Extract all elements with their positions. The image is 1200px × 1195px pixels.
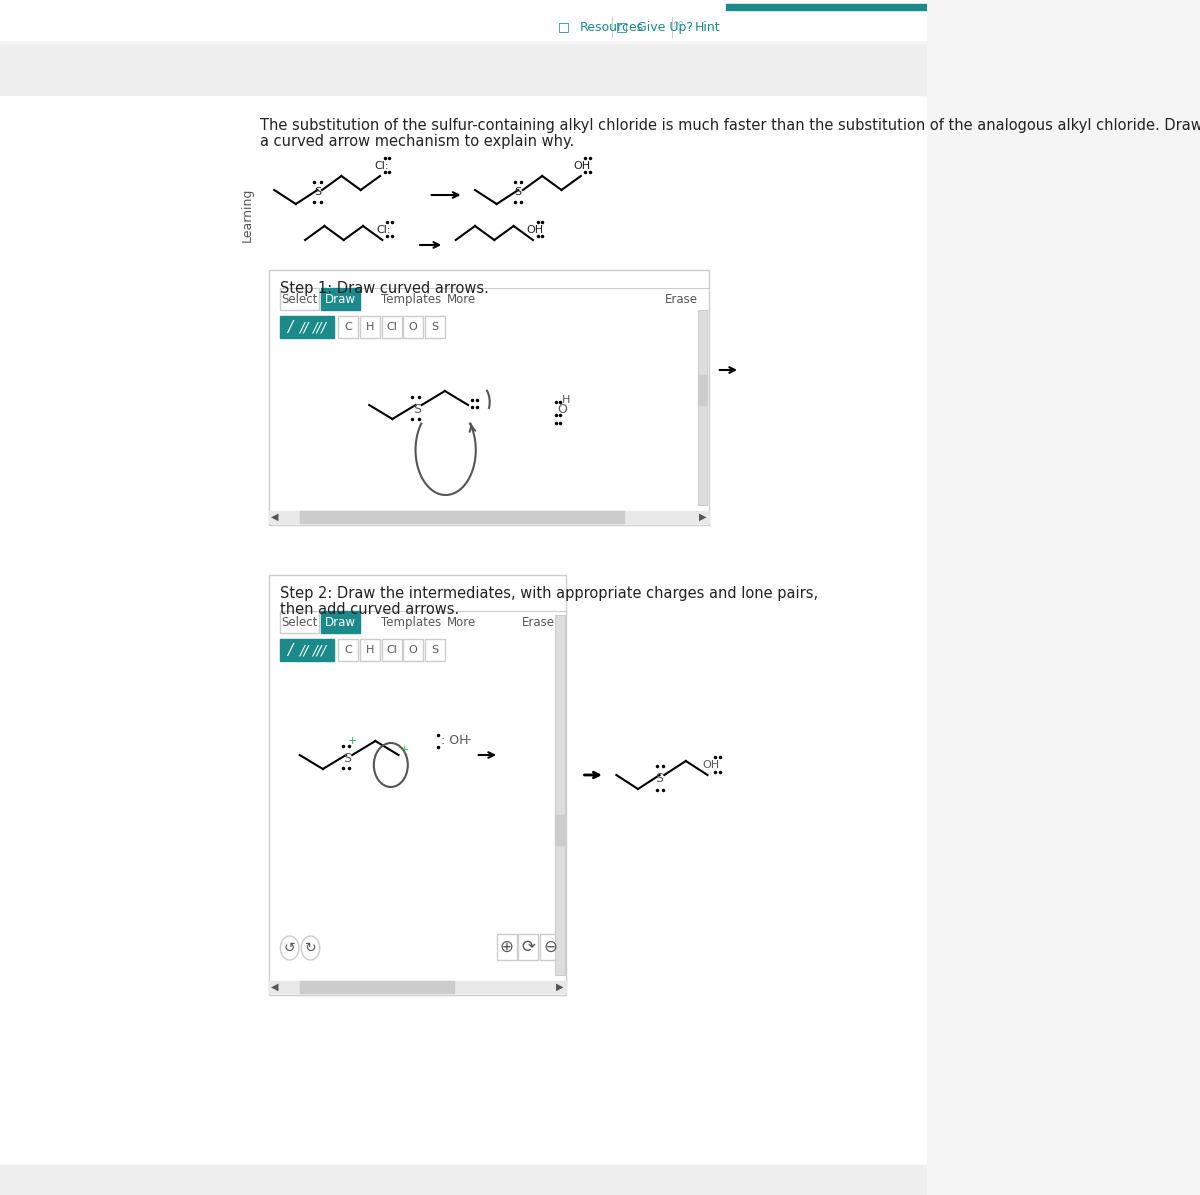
Text: Erase: Erase xyxy=(665,293,697,306)
Text: ◀: ◀ xyxy=(271,511,278,522)
FancyBboxPatch shape xyxy=(403,639,424,661)
Text: ///: /// xyxy=(312,643,326,657)
Text: Cl: Cl xyxy=(386,321,397,332)
Text: C: C xyxy=(344,321,353,332)
Text: More: More xyxy=(446,615,475,629)
FancyBboxPatch shape xyxy=(425,639,445,661)
FancyBboxPatch shape xyxy=(0,1165,926,1195)
Text: Cl:: Cl: xyxy=(374,161,389,171)
FancyBboxPatch shape xyxy=(322,288,360,310)
FancyBboxPatch shape xyxy=(322,611,360,633)
Text: then add curved arrows.: then add curved arrows. xyxy=(281,601,460,617)
Text: S: S xyxy=(431,321,438,332)
FancyBboxPatch shape xyxy=(300,981,454,993)
FancyBboxPatch shape xyxy=(269,575,566,995)
FancyBboxPatch shape xyxy=(497,934,517,960)
FancyBboxPatch shape xyxy=(556,815,565,845)
Text: S: S xyxy=(655,772,664,785)
Text: Resources: Resources xyxy=(580,20,643,33)
Text: -: - xyxy=(467,734,472,747)
Text: Select: Select xyxy=(282,293,318,306)
Text: Hint: Hint xyxy=(695,20,721,33)
Text: ♡: ♡ xyxy=(672,20,684,33)
FancyBboxPatch shape xyxy=(269,270,709,525)
Text: /: / xyxy=(287,643,293,657)
FancyBboxPatch shape xyxy=(269,511,709,523)
Text: ///: /// xyxy=(312,320,326,333)
FancyBboxPatch shape xyxy=(556,615,565,975)
Text: +: + xyxy=(400,744,409,755)
Text: S: S xyxy=(515,186,522,197)
FancyBboxPatch shape xyxy=(698,310,708,505)
Text: Select: Select xyxy=(282,615,318,629)
FancyBboxPatch shape xyxy=(403,315,424,338)
Text: /: / xyxy=(287,319,293,335)
Text: ↺: ↺ xyxy=(284,940,295,955)
FancyBboxPatch shape xyxy=(269,981,566,993)
FancyBboxPatch shape xyxy=(726,4,926,10)
Text: +: + xyxy=(348,736,356,746)
Text: O: O xyxy=(409,645,418,655)
FancyBboxPatch shape xyxy=(360,315,380,338)
FancyBboxPatch shape xyxy=(281,639,335,661)
FancyBboxPatch shape xyxy=(338,315,359,338)
Text: The substitution of the sulfur-containing alkyl chloride is much faster than the: The substitution of the sulfur-containin… xyxy=(259,117,1200,133)
FancyBboxPatch shape xyxy=(300,511,624,523)
Text: H: H xyxy=(562,396,570,405)
FancyBboxPatch shape xyxy=(382,639,402,661)
Text: //: // xyxy=(299,643,308,657)
Text: ⊖: ⊖ xyxy=(542,938,557,956)
Text: □: □ xyxy=(616,20,628,33)
Text: ▶: ▶ xyxy=(557,982,564,992)
Text: Draw: Draw xyxy=(325,293,356,306)
FancyBboxPatch shape xyxy=(360,639,380,661)
Text: O: O xyxy=(557,403,568,416)
Text: Give Up?: Give Up? xyxy=(637,20,694,33)
Text: Draw: Draw xyxy=(325,615,356,629)
FancyBboxPatch shape xyxy=(281,315,335,338)
FancyBboxPatch shape xyxy=(698,375,708,405)
Text: Step 2: Draw the intermediates, with appropriate charges and lone pairs,: Step 2: Draw the intermediates, with app… xyxy=(281,586,818,601)
FancyBboxPatch shape xyxy=(338,639,359,661)
Text: Erase: Erase xyxy=(522,615,554,629)
FancyBboxPatch shape xyxy=(281,611,319,633)
FancyBboxPatch shape xyxy=(0,45,926,94)
Text: ⊕: ⊕ xyxy=(499,938,514,956)
Text: Cl: Cl xyxy=(386,645,397,655)
Text: S: S xyxy=(343,753,352,766)
Text: OH: OH xyxy=(574,161,590,171)
Text: ◀: ◀ xyxy=(271,982,278,992)
Text: S: S xyxy=(314,186,322,197)
Text: More: More xyxy=(446,293,475,306)
Text: OH: OH xyxy=(703,760,720,770)
Text: C: C xyxy=(344,645,353,655)
Text: ⟳: ⟳ xyxy=(521,938,535,956)
FancyBboxPatch shape xyxy=(518,934,539,960)
Text: □: □ xyxy=(558,20,570,33)
Text: H: H xyxy=(366,321,374,332)
Text: S: S xyxy=(431,645,438,655)
Text: ▶: ▶ xyxy=(700,511,707,522)
Text: ↻: ↻ xyxy=(305,940,317,955)
Text: //: // xyxy=(299,320,308,333)
Text: Learning: Learning xyxy=(241,188,253,243)
FancyBboxPatch shape xyxy=(281,288,319,310)
FancyBboxPatch shape xyxy=(0,0,926,39)
FancyBboxPatch shape xyxy=(425,315,445,338)
Text: Templates: Templates xyxy=(380,293,442,306)
Text: O: O xyxy=(409,321,418,332)
Text: OH: OH xyxy=(526,225,544,235)
Text: : OH: : OH xyxy=(442,734,468,747)
Text: Step 1: Draw curved arrows.: Step 1: Draw curved arrows. xyxy=(281,281,490,295)
Text: Cl:: Cl: xyxy=(377,225,391,235)
Text: S: S xyxy=(413,403,421,416)
FancyBboxPatch shape xyxy=(382,315,402,338)
Text: a curved arrow mechanism to explain why.: a curved arrow mechanism to explain why. xyxy=(259,134,574,148)
FancyBboxPatch shape xyxy=(0,94,926,1195)
FancyBboxPatch shape xyxy=(540,934,560,960)
Text: Templates: Templates xyxy=(380,615,442,629)
Text: H: H xyxy=(366,645,374,655)
